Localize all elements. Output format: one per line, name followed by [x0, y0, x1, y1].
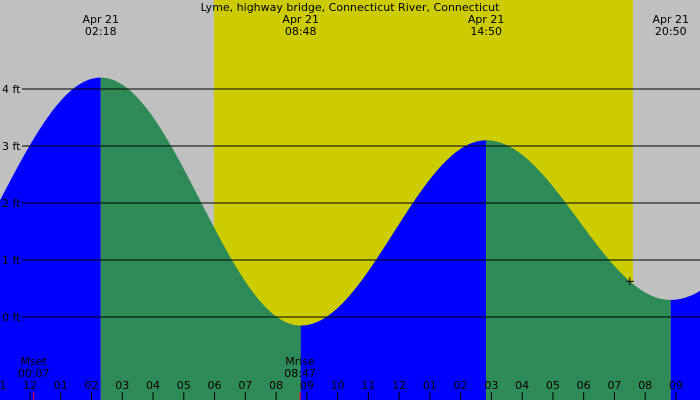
moon-event-label: Mrise — [285, 355, 315, 368]
x-tick-label: 08 — [269, 379, 283, 392]
x-tick-label: 12 — [392, 379, 406, 392]
extreme-time-label: 02:18 — [85, 25, 117, 38]
chart-title: Lyme, highway bridge, Connecticut River,… — [201, 1, 501, 14]
x-tick-label: 03 — [484, 379, 498, 392]
extreme-date-label: Apr 21 — [468, 13, 505, 26]
x-tick-label: 11 — [361, 379, 375, 392]
y-tick-label: 4 ft — [2, 83, 21, 96]
y-tick-label: 1 ft — [2, 254, 21, 267]
x-tick-label: 10 — [331, 379, 345, 392]
extreme-date-label: Apr 21 — [652, 13, 689, 26]
x-tick-label: 07 — [238, 379, 252, 392]
rising-tide-area — [0, 77, 101, 400]
x-tick-label: 02 — [454, 379, 468, 392]
current-time-marker — [625, 277, 634, 286]
extreme-time-label: 20:50 — [655, 25, 687, 38]
rising-tide-area — [670, 290, 700, 400]
extreme-date-label: Apr 21 — [82, 13, 119, 26]
y-tick-label: 0 ft — [2, 311, 21, 324]
extreme-time-label: 08:48 — [285, 25, 317, 38]
x-tick-label: 04 — [146, 379, 160, 392]
x-tick-label: 06 — [208, 379, 222, 392]
x-tick-label: 05 — [177, 379, 191, 392]
extreme-time-label: 14:50 — [470, 25, 502, 38]
x-tick-label: 11 — [0, 379, 6, 392]
moon-event-time: 00:07 — [18, 367, 50, 380]
x-tick-label: 09 — [669, 379, 683, 392]
y-tick-label: 2 ft — [2, 197, 21, 210]
falling-tide-area — [100, 77, 301, 400]
y-tick-label: 3 ft — [2, 140, 21, 153]
x-tick-label: 12 — [23, 379, 37, 392]
extreme-date-label: Apr 21 — [282, 13, 319, 26]
moon-event-time: 08:47 — [284, 367, 316, 380]
moon-event-label: Mset — [21, 355, 48, 368]
x-tick-label: 01 — [423, 379, 437, 392]
x-tick-label: 04 — [515, 379, 529, 392]
x-tick-label: 05 — [546, 379, 560, 392]
x-tick-label: 03 — [115, 379, 129, 392]
falling-tide-area — [486, 140, 671, 400]
x-tick-label: 06 — [577, 379, 591, 392]
rising-tide-area — [300, 140, 487, 400]
x-tick-label: 08 — [638, 379, 652, 392]
x-tick-label: 07 — [607, 379, 621, 392]
x-tick-label: 09 — [300, 379, 314, 392]
x-tick-label: 01 — [54, 379, 68, 392]
x-tick-label: 02 — [85, 379, 99, 392]
